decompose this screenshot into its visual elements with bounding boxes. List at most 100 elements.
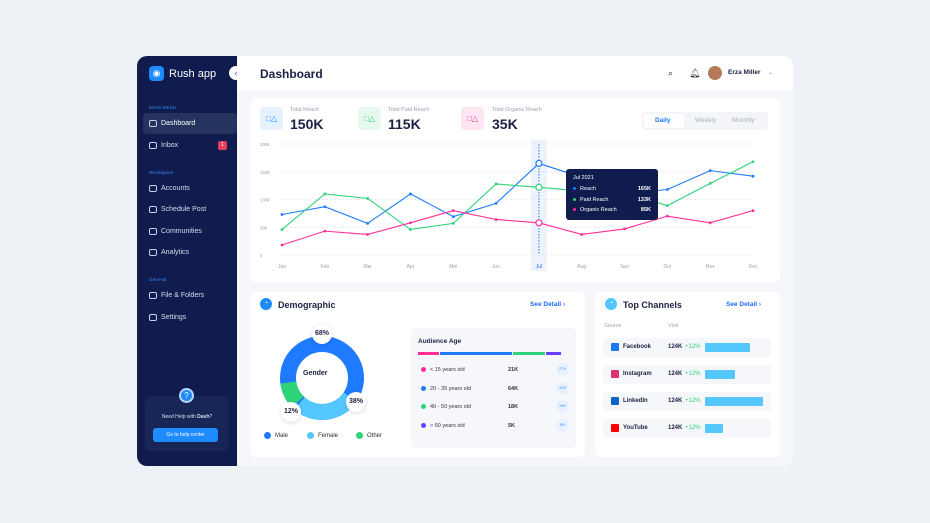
y-tick-label: 200k: [260, 142, 271, 147]
y-tick-label: 100k: [260, 198, 271, 203]
age-pct-badge: 8%: [556, 418, 569, 432]
x-tick-label: Mei: [449, 264, 457, 270]
linkedin-icon: [611, 397, 619, 405]
x-tick-label: Feb: [321, 264, 330, 270]
data-point: [623, 227, 626, 231]
data-point: [451, 209, 455, 213]
data-point: [751, 174, 755, 178]
search-icon[interactable]: ⌕: [668, 68, 674, 78]
sidebar-item-files[interactable]: File & Folders: [143, 285, 237, 306]
stat-value: 150K: [290, 116, 324, 132]
page-title: Dashboard: [260, 67, 323, 81]
highlight-point: [535, 159, 543, 168]
gear-icon: [149, 313, 157, 321]
tooltip-row: Reach 165K: [573, 186, 651, 192]
data-point: [280, 228, 284, 231]
y-tick-label: 150k: [260, 170, 271, 175]
instagram-icon: [611, 370, 619, 378]
data-point: [494, 218, 498, 221]
label: Inbox: [161, 142, 179, 149]
help-card: ? Need Help with Dash? Go to help center: [145, 388, 229, 451]
reach-icon: □△: [260, 107, 283, 130]
age-pct-badge: 16%: [556, 400, 569, 413]
bell-icon[interactable]: 🔔︎: [689, 68, 701, 78]
data-point: [451, 221, 455, 225]
sidebar-item-inbox[interactable]: Inbox 1: [143, 135, 237, 156]
see-detail-link[interactable]: See Detail ›: [530, 301, 566, 308]
analytics-icon: [149, 248, 157, 256]
channel-row[interactable]: LinkedIn 124K +12%: [603, 392, 771, 411]
user-name[interactable]: Erza Miller: [728, 69, 761, 76]
data-point: [323, 192, 327, 196]
help-center-button[interactable]: Go to help center: [153, 428, 218, 442]
top-channels-card: ◔ Top Channels See Detail › Source Visit…: [595, 292, 780, 457]
tooltip-row: Paid Reach 133K: [573, 197, 651, 203]
data-point: [708, 182, 712, 185]
sidebar-item-accounts[interactable]: Accounts: [143, 178, 237, 199]
tab-weekly[interactable]: Weekly: [695, 117, 717, 124]
visit-bar: [705, 397, 763, 406]
stat-value: 115K: [388, 116, 421, 132]
paid-reach-icon: □△: [358, 107, 381, 130]
tab-daily[interactable]: Daily: [655, 117, 671, 124]
bar-seg: [418, 352, 439, 355]
data-point: [580, 233, 584, 236]
tab-monthly[interactable]: Monthly: [732, 117, 755, 124]
audience-title: Audience Age: [418, 338, 462, 345]
data-point: [708, 169, 712, 173]
sidebar-item-dashboard[interactable]: Dashboard: [143, 113, 237, 134]
data-point: [451, 215, 455, 219]
x-tick-label: Mar: [363, 264, 372, 270]
channel-row[interactable]: YouTube 124K +12%: [603, 419, 771, 438]
donut-female: [280, 336, 364, 420]
sidebar-item-analytics[interactable]: Analytics: [143, 242, 237, 263]
data-point: [751, 209, 755, 213]
section-main: MAIN MENU: [149, 105, 177, 110]
see-detail-link[interactable]: See Detail ›: [726, 301, 762, 308]
sidebar-item-settings[interactable]: Settings: [143, 307, 237, 328]
folder-icon: [149, 291, 157, 299]
channel-row[interactable]: Facebook 124K +12%: [603, 338, 771, 357]
sidebar-item-communities[interactable]: Communities: [143, 221, 237, 242]
logo-icon: ◉: [149, 66, 164, 81]
demographic-icon: ◔: [260, 298, 272, 310]
x-tick-label: Jul: [536, 264, 542, 270]
channel-row[interactable]: Instagram 124K +12%: [603, 365, 771, 384]
youtube-icon: [611, 424, 619, 432]
y-tick-label: 0: [260, 253, 263, 258]
gender-donut: [280, 336, 364, 420]
x-tick-label: Jan: [278, 264, 286, 270]
avatar[interactable]: [708, 66, 722, 80]
channels-icon: ◔: [605, 298, 617, 310]
visit-bar: [705, 370, 736, 379]
legend-other: Other: [356, 432, 382, 439]
dashboard-icon: [149, 119, 157, 127]
x-tick-label: Oct: [663, 264, 671, 270]
female-pct: 38%: [346, 392, 366, 412]
age-pct-badge: 40%: [556, 381, 569, 395]
data-point: [280, 213, 284, 216]
data-point: [751, 160, 755, 164]
visit-bar: [705, 424, 723, 433]
calendar-icon: [149, 205, 157, 213]
col-visit: Visit: [668, 323, 679, 329]
chevron-down-icon[interactable]: ⌄: [768, 70, 774, 76]
series-line-paid-reach: [281, 161, 754, 231]
stat-label: Total Reach: [290, 107, 320, 113]
data-point: [323, 205, 327, 209]
series-line-reach: [281, 162, 754, 224]
data-point: [366, 221, 370, 225]
col-source: Source: [604, 323, 622, 329]
x-tick-label: Apr: [407, 264, 415, 270]
legend-male: Male: [264, 432, 288, 439]
x-tick-label: Nov: [706, 264, 715, 270]
x-tick-label: Jun: [492, 264, 500, 270]
bar-seg: [439, 352, 512, 355]
demographic-card: ◔ Demographic See Detail › Gender 68% 38…: [250, 292, 585, 457]
donut-center-label: Gender: [303, 370, 328, 377]
section-general: General: [149, 277, 167, 282]
organic-reach-icon: □△: [461, 107, 484, 130]
sidebar-item-schedule-post[interactable]: Schedule Post: [143, 199, 237, 220]
data-point: [409, 228, 412, 231]
label: Analytics: [161, 249, 190, 256]
